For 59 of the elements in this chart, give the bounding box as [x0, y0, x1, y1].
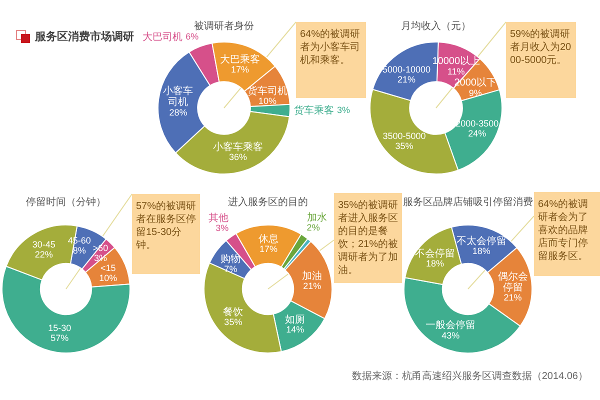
data-label: 8% [72, 246, 86, 256]
text: 64%的被调研者会为了喜欢的品牌店而专门停留服务区。 [538, 198, 590, 263]
data-label: 21% [303, 281, 322, 292]
data-label: 28% [169, 107, 188, 118]
slice-label: 5000-10000 [382, 64, 431, 75]
slice-label: 15-30 [48, 322, 72, 333]
slice-label: 大巴乘客 [220, 53, 260, 66]
slice-label: 货车乘客 [294, 104, 334, 116]
data-label: 35% [395, 141, 414, 152]
slice-label: 大巴司机 [142, 30, 183, 43]
data-label: 43% [442, 330, 460, 340]
data-label: 21% [504, 292, 522, 303]
slice-label: 小客车司机 [163, 85, 194, 108]
data-label: 24% [468, 128, 486, 139]
slice-label: 加水 [306, 211, 327, 224]
slice-label: 加油 [302, 270, 322, 282]
text: 服务区消费市场调研 [35, 30, 134, 44]
slice-label: 休息 [258, 232, 278, 245]
data-label: 21% [398, 74, 416, 85]
data-label: 3% [216, 223, 229, 234]
slice-label: 一般会停留 [426, 319, 476, 332]
text: 57%的被调研者在服务区停留15-30分钟。 [136, 200, 197, 252]
data-label: 11% [447, 66, 465, 76]
data-label: 36% [228, 152, 247, 162]
data-label: 57% [50, 332, 69, 343]
slice-label: 不太会停留 [456, 235, 506, 247]
chart-title: 进入服务区的目的 [228, 196, 308, 208]
data-label: 17% [230, 64, 249, 75]
slice-label: 货车司机 [247, 84, 288, 97]
data-label: 14% [286, 324, 304, 335]
text: 35%的被调研者进入服务区的目的是餐饮；21%的被调研者为了加油。 [338, 199, 399, 277]
data-label: 10% [258, 96, 276, 106]
data-label: 18% [426, 258, 444, 269]
slice-label: 购物 [220, 254, 241, 265]
data-label: 7% [224, 264, 238, 274]
chart-title: 被调研者身份 [194, 20, 254, 32]
text: 59%的被调研者月收入为2000-5000元。 [510, 28, 572, 67]
slice-label: 其他 [208, 212, 229, 224]
data-label: 10% [99, 273, 118, 284]
slice-label: 小客车乘客 [212, 140, 263, 153]
slice-label: <15 [100, 263, 116, 274]
data-label: 35% [224, 317, 242, 328]
slice-label: 3500-5000 [382, 131, 426, 142]
data-label: 22% [34, 250, 53, 260]
data-label: 18% [472, 246, 490, 256]
data-label: 6% [186, 32, 199, 42]
data-label: 17% [259, 244, 278, 254]
slice-label: 如厕 [285, 314, 306, 326]
slice-label: 餐饮 [223, 306, 244, 318]
data-label: 3% [336, 105, 350, 116]
text: 64%的被调研者为小客车司机和乘客。 [300, 28, 362, 67]
slice-label: 30-45 [32, 240, 56, 250]
data-label: 9% [468, 88, 482, 98]
chart-title: 服务区品牌店铺吸引停留消费 [403, 196, 533, 208]
chart-title: 停留时间（分钟） [26, 196, 106, 208]
source-note: 数据来源：杭甬高速绍兴服务区调查数据（2014.06） [352, 370, 588, 383]
slice-label: 偶尔会停留 [498, 270, 528, 294]
chart-title: 月均收入（元） [401, 20, 471, 32]
data-label: 2% [306, 222, 320, 233]
